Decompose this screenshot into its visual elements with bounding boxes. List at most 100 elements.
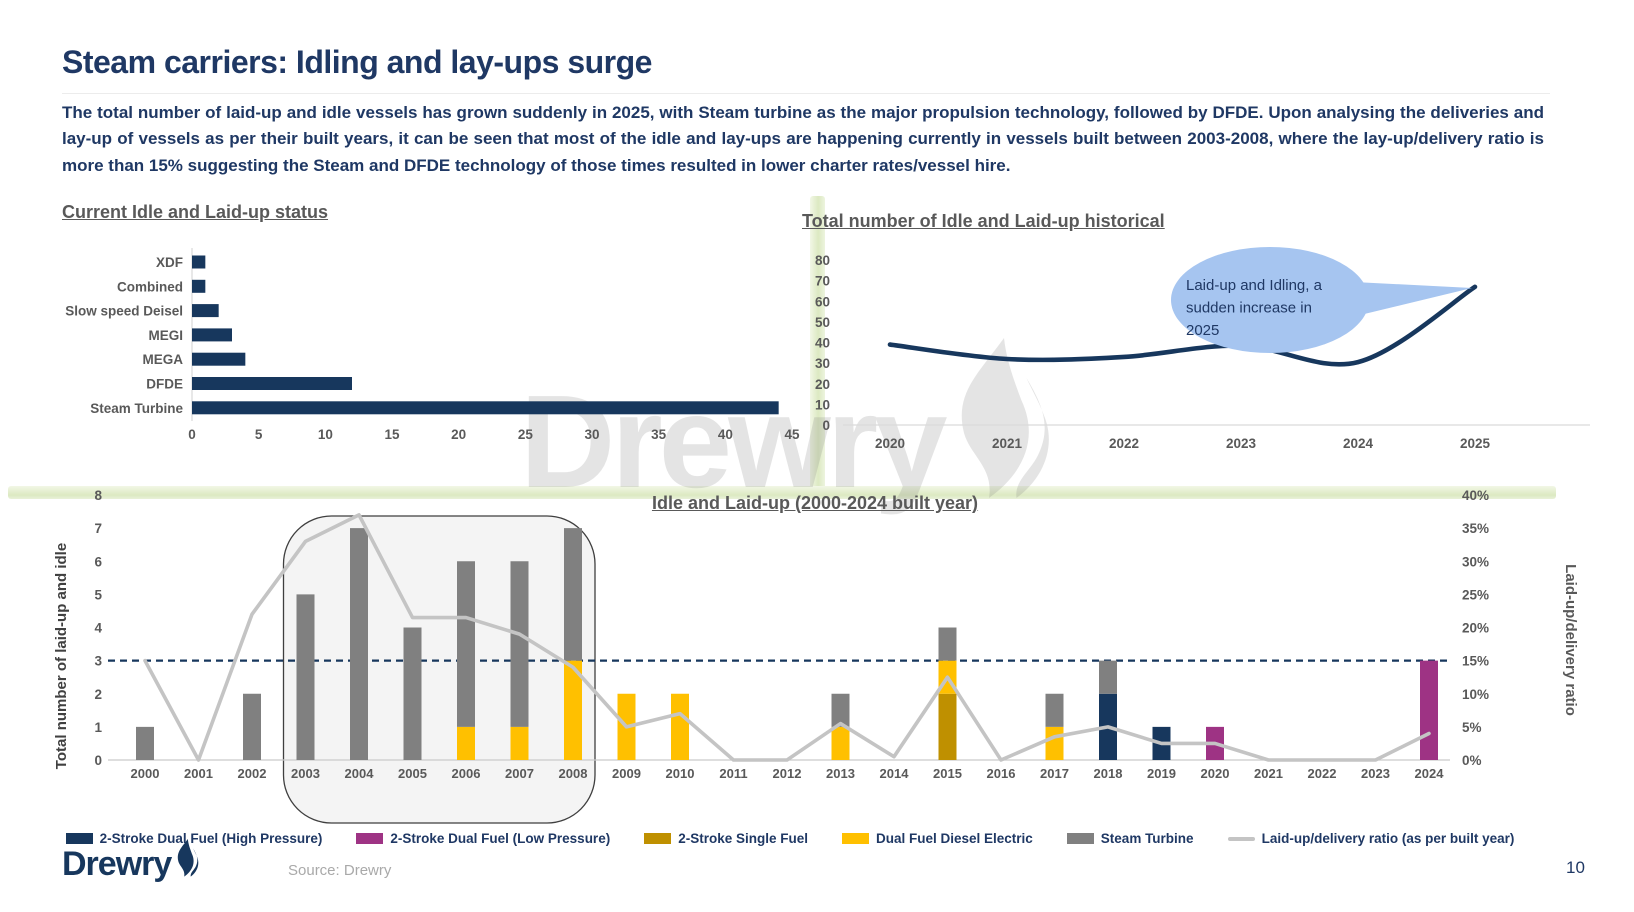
- bar-segment-2006: [457, 726, 475, 760]
- x-tick-label: 2021: [992, 436, 1023, 451]
- x-tick-label: 2004: [345, 766, 375, 781]
- x-tick-label: 2012: [773, 766, 802, 781]
- x-tick-label: 2023: [1361, 766, 1390, 781]
- right-y-tick-label: 20%: [1462, 621, 1489, 636]
- title-divider: [62, 93, 1550, 94]
- callout-bubble: [1171, 247, 1369, 353]
- idle-laidup-trend-line: [887, 284, 1478, 367]
- left-y-tick-label: 7: [94, 521, 102, 536]
- legend-swatch-steam-turbine: [1066, 833, 1094, 844]
- category-label: XDF: [156, 255, 183, 270]
- left-axis-title: Total number of laid-up and idle: [53, 543, 70, 769]
- bar-segment-2024: [1420, 660, 1438, 760]
- bar-segment-2008: [564, 528, 582, 661]
- y-tick-label: 60: [815, 294, 830, 309]
- x-tick-label: 2007: [505, 766, 534, 781]
- left-y-tick-label: 1: [94, 720, 102, 735]
- bar-segment-2017: [1045, 693, 1064, 727]
- drewry-logo-text: Drewry: [62, 845, 172, 883]
- right-y-tick-label: 5%: [1462, 720, 1482, 735]
- x-tick-label: 2024: [1343, 436, 1374, 451]
- legend-item-dfde: Dual Fuel Diesel Electric: [841, 831, 1033, 846]
- x-tick-label: 2000: [131, 766, 160, 781]
- bar-slow-speed-deisel: [192, 304, 219, 318]
- left-y-tick-label: 8: [94, 488, 102, 503]
- x-tick-label: 2021: [1254, 766, 1283, 781]
- bar-megi: [192, 328, 232, 342]
- y-tick-label: 20: [815, 377, 830, 392]
- right-y-tick-label: 35%: [1462, 521, 1489, 536]
- x-tick-label: 35: [651, 427, 667, 442]
- bar-segment-2004: [350, 528, 368, 760]
- x-tick-label: 2018: [1094, 766, 1123, 781]
- page-title: Steam carriers: Idling and lay-ups surge: [62, 44, 652, 80]
- summary-paragraph: The total number of laid-up and idle ves…: [62, 103, 1544, 175]
- x-tick-label: 40: [718, 427, 733, 442]
- bar-segment-2018: [1099, 660, 1117, 694]
- x-tick-label: 2006: [452, 766, 481, 781]
- legend-label-ratio-line: Laid-up/delivery ratio (as per built yea…: [1261, 831, 1515, 846]
- y-tick-label: 40: [815, 336, 830, 351]
- x-tick-label: 2022: [1308, 766, 1337, 781]
- x-tick-label: 30: [584, 427, 599, 442]
- bar-segment-2000: [136, 726, 154, 760]
- source-note: Source: Drewry: [288, 862, 392, 879]
- x-tick-label: 15: [384, 427, 400, 442]
- left-y-tick-label: 2: [94, 687, 102, 702]
- chart-idle-laidup-historical: 80 70 60 50 40 30 20 10 0 2020 2021 2022 2023 2024 202…: [815, 247, 1590, 451]
- bar-steam-turbine: [192, 401, 779, 415]
- x-tick-label: 2020: [1201, 766, 1230, 781]
- x-tick-label: 2017: [1040, 766, 1069, 781]
- bar-segment-2010: [671, 693, 689, 760]
- callout-text-line: Laid-up and Idling, a: [1186, 277, 1323, 294]
- legend-swatch-high-pressure: [65, 833, 93, 844]
- right-y-tick-label: 15%: [1462, 654, 1489, 669]
- legend-item-single-fuel: 2-Stroke Single Fuel: [644, 831, 808, 846]
- legend-swatch-dfde: [841, 833, 869, 844]
- legend-swatch-low-pressure: [356, 833, 384, 844]
- legend-item-steam-turbine: Steam Turbine: [1066, 831, 1194, 846]
- category-label: DFDE: [146, 377, 183, 392]
- x-tick-label: 5: [255, 427, 263, 442]
- bar-mega: [192, 352, 246, 366]
- drewry-logo: Drewry: [62, 839, 199, 884]
- x-tick-label: 2011: [719, 766, 747, 781]
- right-y-tick-label: 0%: [1462, 753, 1482, 768]
- right-y-tick-label: 10%: [1462, 687, 1489, 702]
- x-tick-label: 2008: [559, 766, 588, 781]
- right-y-tick-label: 25%: [1462, 587, 1489, 602]
- drewry-flame-logo-icon: [178, 839, 199, 877]
- y-tick-label: 80: [815, 253, 830, 268]
- chart-idle-laidup-built-year: 0 1 2 3 4 5 6 7 8 0% 5% 10% 15% 20% 25% 30% 35% 40% 2000 20…: [53, 488, 1579, 824]
- x-tick-label: 2023: [1226, 436, 1257, 451]
- x-tick-label: 25: [518, 427, 534, 442]
- bar-segment-2015: [938, 627, 957, 661]
- right-y-tick-label: 30%: [1462, 554, 1489, 569]
- heading-idle-laidup-historical: Total number of Idle and Laid-up histori…: [802, 211, 1165, 231]
- x-tick-label: 2009: [612, 766, 641, 781]
- y-tick-label: 30: [815, 356, 830, 371]
- page-number: 10: [1566, 858, 1585, 877]
- legend-swatch-single-fuel: [644, 833, 672, 844]
- bar-segment-2003: [296, 594, 315, 760]
- bar-segment-2013: [831, 726, 850, 760]
- heading-idle-laidup-built-year: Idle and Laid-up (2000-2024 built year): [651, 493, 979, 513]
- callout-pointer: [1354, 282, 1472, 316]
- legend-label-high-pressure: 2-Stroke Dual Fuel (High Pressure): [99, 831, 323, 846]
- x-tick-label: 45: [784, 427, 800, 442]
- right-axis-title: Laid-up/delivery ratio: [1562, 564, 1579, 716]
- callout-laidup-increase: Laid-up and Idling, a sudden increase in 2…: [1171, 247, 1472, 353]
- bar-segment-2008: [564, 660, 582, 760]
- x-tick-label: 10: [318, 427, 333, 442]
- legend-label-steam-turbine: Steam Turbine: [1100, 831, 1194, 846]
- category-label: MEGI: [148, 328, 183, 343]
- legend-item-low-pressure: 2-Stroke Dual Fuel (Low Pressure): [356, 831, 610, 846]
- bar-segment-2013: [831, 693, 850, 727]
- bar-segment-2005: [403, 627, 422, 760]
- legend-swatch-ratio-line: [1227, 836, 1255, 841]
- x-tick-label: 2025: [1460, 436, 1491, 451]
- category-label: Combined: [117, 279, 183, 294]
- x-tick-label: 0: [188, 427, 196, 442]
- legend-label-dfde: Dual Fuel Diesel Electric: [875, 831, 1033, 846]
